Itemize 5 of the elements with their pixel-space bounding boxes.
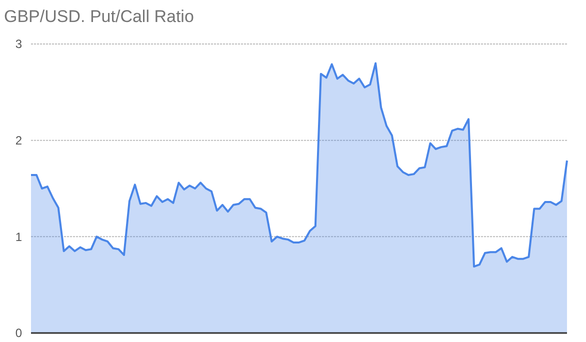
y-tick-label: 3 (15, 37, 22, 52)
y-tick-label: 2 (15, 134, 22, 148)
y-tick-label: 1 (15, 230, 22, 244)
y-tick-label: 0 (15, 326, 22, 340)
chart-title: GBP/USD. Put/Call Ratio (4, 7, 194, 26)
